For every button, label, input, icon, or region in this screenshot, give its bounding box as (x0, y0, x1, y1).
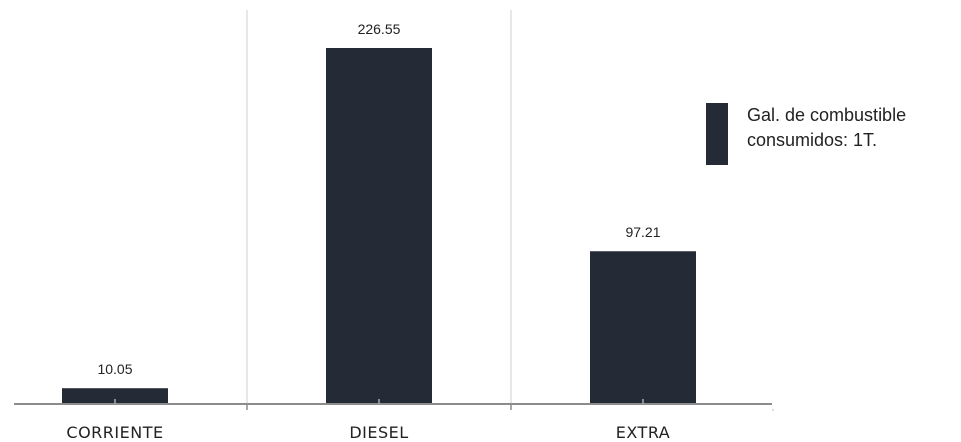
bar-diesel (326, 48, 432, 404)
legend-line-1: Gal. de combustible (747, 105, 907, 125)
x-tick-label-extra: EXTRA (616, 423, 670, 442)
bar-extra (590, 251, 696, 404)
data-label-diesel: 226.55 (358, 21, 401, 37)
data-label-extra: 97.21 (625, 224, 660, 240)
x-tick-label-diesel: DIESEL (349, 423, 408, 442)
data-label-corriente: 10.05 (97, 361, 132, 377)
category-separators (246, 10, 512, 404)
x-axis (14, 399, 774, 411)
bar-corriente (62, 388, 168, 404)
legend: Gal. de combustible consumidos: 1T. (706, 103, 906, 165)
bars-group (62, 48, 696, 404)
x-tick-label-corriente: CORRIENTE (66, 423, 163, 442)
legend-line-2: consumidos: 1T. (747, 130, 878, 150)
labels-group: CORRIENTE 10.05 DIESEL 226.55 EXTRA 97.21 (66, 21, 670, 442)
legend-text: Gal. de combustible consumidos: 1T. (747, 103, 906, 153)
legend-swatch (706, 103, 728, 165)
